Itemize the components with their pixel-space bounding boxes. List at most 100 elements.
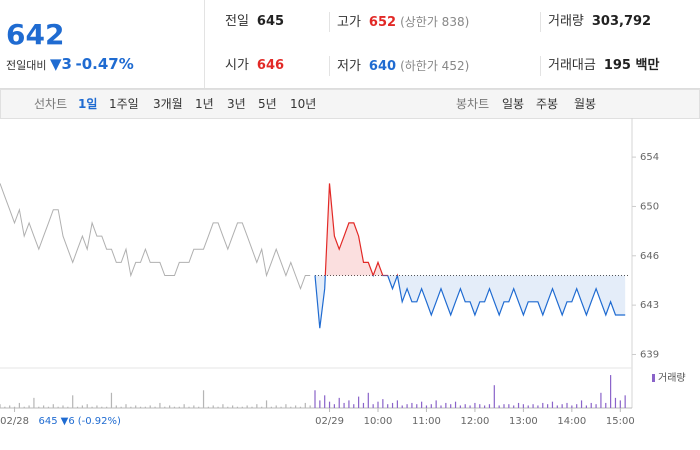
tab[interactable]: 1주일 bbox=[109, 97, 139, 111]
info-label: 고가 bbox=[337, 15, 361, 30]
volume-bar bbox=[139, 406, 142, 408]
volume-bar bbox=[120, 406, 122, 408]
volume-bar bbox=[614, 397, 617, 408]
info-label: 시가 bbox=[225, 58, 249, 73]
volume-bar bbox=[18, 402, 20, 408]
volume-bar bbox=[382, 399, 384, 408]
tab[interactable]: 5년 bbox=[258, 97, 277, 111]
volume-bar bbox=[159, 402, 161, 408]
volume-bar bbox=[81, 405, 83, 408]
volume-bar bbox=[202, 390, 205, 408]
info-label: 저가 bbox=[337, 59, 361, 74]
tab[interactable]: 1일 bbox=[78, 97, 98, 111]
volume-bar bbox=[585, 405, 587, 408]
info-note: (상한가 838) bbox=[400, 15, 470, 29]
tab[interactable]: 1년 bbox=[195, 97, 214, 111]
info-label: 거래량 bbox=[548, 14, 584, 29]
volume-bar bbox=[188, 406, 190, 408]
volume-bar bbox=[619, 400, 621, 408]
legend-swatch bbox=[652, 374, 655, 382]
volume-bar bbox=[9, 405, 11, 408]
volume-bar bbox=[425, 405, 428, 408]
prev-day-summary: 645 ▼6 (-0.92%) bbox=[39, 416, 121, 427]
divider bbox=[329, 56, 330, 76]
volume-bar bbox=[348, 400, 350, 408]
volume-bar bbox=[508, 404, 510, 408]
volume-bar bbox=[333, 404, 335, 408]
volume-bar bbox=[387, 404, 389, 408]
volume-bar bbox=[527, 405, 529, 408]
volume-bar bbox=[0, 404, 1, 408]
prev-change: ▼6 bbox=[61, 416, 75, 427]
volume-bar bbox=[135, 405, 137, 408]
volume-bar bbox=[144, 406, 146, 408]
info-value: 646 bbox=[256, 58, 285, 73]
volume-bar bbox=[285, 404, 287, 408]
divider bbox=[540, 56, 541, 76]
volume-bar bbox=[86, 404, 88, 408]
info-cell: 고가 652 (상한가 838) bbox=[337, 0, 469, 44]
volume-bar bbox=[13, 406, 16, 408]
volume-bar bbox=[343, 402, 345, 408]
volume-bar bbox=[542, 402, 544, 408]
volume-bar bbox=[314, 390, 316, 408]
volume-bar bbox=[251, 406, 253, 408]
chart: 654 650 646 643 639 02/28 02/29 10:00 11:00 12:00… bbox=[0, 118, 686, 427]
info-cell: 저가 640 (하한가 452) bbox=[337, 44, 469, 88]
tab: 선차트 bbox=[34, 97, 68, 111]
volume-bar bbox=[72, 395, 74, 408]
volume-bar bbox=[101, 406, 103, 408]
volume-bar bbox=[246, 405, 248, 408]
volume-bar bbox=[445, 402, 447, 408]
tab[interactable]: 일봉 bbox=[502, 97, 525, 111]
volume-bar bbox=[28, 405, 30, 408]
area-down bbox=[315, 275, 626, 329]
volume-bar bbox=[479, 404, 481, 408]
tab: 봉차트 bbox=[456, 97, 490, 111]
volume-bar bbox=[207, 406, 209, 408]
volume-bar bbox=[610, 375, 612, 408]
volume-bar bbox=[532, 404, 534, 408]
volume-bar bbox=[270, 406, 272, 408]
volume-bar bbox=[362, 402, 365, 408]
info-value: 195 백만 bbox=[603, 58, 660, 73]
volume-bar bbox=[62, 405, 64, 408]
x-tick-label: 15:00 bbox=[606, 416, 635, 427]
volume-bar bbox=[580, 400, 583, 408]
info-value: 640 bbox=[368, 59, 397, 74]
volume-bar bbox=[421, 401, 423, 408]
y-tick-label: 646 bbox=[640, 251, 659, 262]
volume-bar bbox=[67, 406, 69, 408]
info-row: 시가 646 저가 640 (하한가 452) 거래대금 195 백만 bbox=[205, 44, 700, 88]
tab[interactable]: 3년 bbox=[227, 97, 246, 111]
volume-bar bbox=[547, 404, 549, 408]
volume-bar bbox=[474, 402, 476, 408]
volume-bar bbox=[324, 395, 326, 408]
y-tick-label: 654 bbox=[640, 152, 659, 163]
tab[interactable]: 3개월 bbox=[153, 97, 183, 111]
change-line: 전일대비 ▼3 -0.47% bbox=[6, 55, 134, 73]
info-value: 645 bbox=[256, 14, 285, 29]
legend-label: 거래량 bbox=[658, 372, 686, 384]
y-tick-label: 650 bbox=[640, 201, 659, 212]
info-grid: 전일 645 고가 652 (상한가 838) 거래량 303,792 시가 646 저가 640(… bbox=[205, 0, 700, 88]
volume-bar bbox=[551, 401, 554, 408]
change: ▼3 bbox=[49, 55, 72, 73]
volume-bar bbox=[4, 406, 6, 408]
volume-bar bbox=[232, 405, 234, 408]
volume-bar bbox=[183, 404, 185, 408]
volume-bar bbox=[241, 406, 243, 408]
info-note: (하한가 452) bbox=[400, 59, 470, 73]
volume-bar bbox=[328, 401, 331, 408]
prev-rate: (-0.92%) bbox=[78, 416, 121, 427]
volume-bar bbox=[372, 404, 374, 408]
volume-bar bbox=[130, 406, 132, 408]
tab[interactable]: 10년 bbox=[290, 97, 317, 111]
divider bbox=[540, 12, 541, 32]
volume-bar bbox=[217, 406, 219, 408]
x-tick-label: 02/29 bbox=[315, 416, 344, 427]
tab[interactable]: 월봉 bbox=[574, 97, 597, 111]
y-tick-label: 643 bbox=[640, 300, 659, 311]
tab[interactable]: 주봉 bbox=[536, 97, 559, 111]
info-label: 거래대금 bbox=[548, 58, 596, 73]
